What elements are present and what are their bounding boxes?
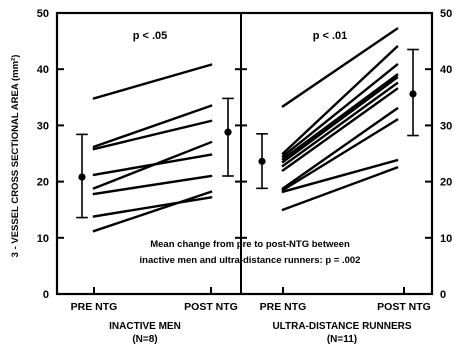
- y-tick-label-right: 40: [440, 64, 452, 76]
- subject-line: [92, 140, 213, 190]
- y-tick-label-right: 20: [440, 177, 452, 189]
- subject-line: [281, 87, 399, 173]
- group-label-inactive: INACTIVE MEN: [109, 321, 181, 332]
- y-tick-label-left: 0: [43, 289, 49, 301]
- y-tick-label-left: 30: [37, 120, 49, 132]
- n-label-inactive: (N=8): [132, 334, 157, 345]
- n-label-runners: (N=11): [327, 334, 357, 345]
- subject-line: [92, 190, 213, 233]
- pre-mean-point: [78, 173, 86, 181]
- subject-line: [281, 106, 399, 191]
- p-label-inactive: p < .05: [133, 30, 168, 42]
- cat-pre-inactive: PRE NTG: [71, 301, 118, 313]
- subject-line: [281, 63, 399, 158]
- pre-mean-point: [258, 157, 266, 165]
- subject-line: [281, 81, 399, 168]
- annotation-line-2: inactive men and ultra-distance runners:…: [140, 255, 361, 266]
- subject-line: [92, 119, 213, 151]
- subject-line: [92, 195, 213, 218]
- y-tick-label-left: 40: [37, 64, 49, 76]
- subject-line: [92, 174, 213, 196]
- y-tick-label-left: 50: [37, 8, 49, 20]
- subject-line: [92, 63, 213, 100]
- y-tick-label-right: 10: [440, 233, 452, 245]
- post-mean-point: [224, 128, 232, 136]
- y-tick-label-right: 30: [440, 120, 452, 132]
- subject-line: [92, 104, 213, 149]
- subject-line: [281, 73, 399, 161]
- y-axis-label: 3 - VESSEL CROSS SECTIONAL AREA (mm²): [10, 55, 21, 258]
- subject-line: [281, 27, 399, 108]
- post-mean-point: [409, 90, 417, 98]
- subject-line: [281, 166, 399, 212]
- subject-line: [281, 118, 399, 192]
- cat-post-inactive: POST NTG: [184, 301, 238, 313]
- cat-post-runners: POST NTG: [377, 301, 431, 313]
- cat-pre-runners: PRE NTG: [260, 301, 307, 313]
- plot-frame: [55, 11, 434, 296]
- annotation-line-1: Mean change from pre to post-NTG between: [150, 239, 350, 250]
- y-tick-label-left: 20: [37, 177, 49, 189]
- plot-area: 0 0 10 10 20 20 30 30 40 40 50 50: [37, 8, 453, 301]
- p-label-runners: p < .01: [313, 30, 348, 42]
- y-tick-label-right: 0: [440, 289, 446, 301]
- y-tick-label-right: 50: [440, 8, 452, 20]
- y-tick-label-left: 10: [37, 233, 49, 245]
- subject-line: [281, 158, 399, 194]
- subject-line: [281, 75, 399, 164]
- group-label-runners: ULTRA-DISTANCE RUNNERS: [272, 321, 411, 332]
- subject-line: [281, 45, 399, 156]
